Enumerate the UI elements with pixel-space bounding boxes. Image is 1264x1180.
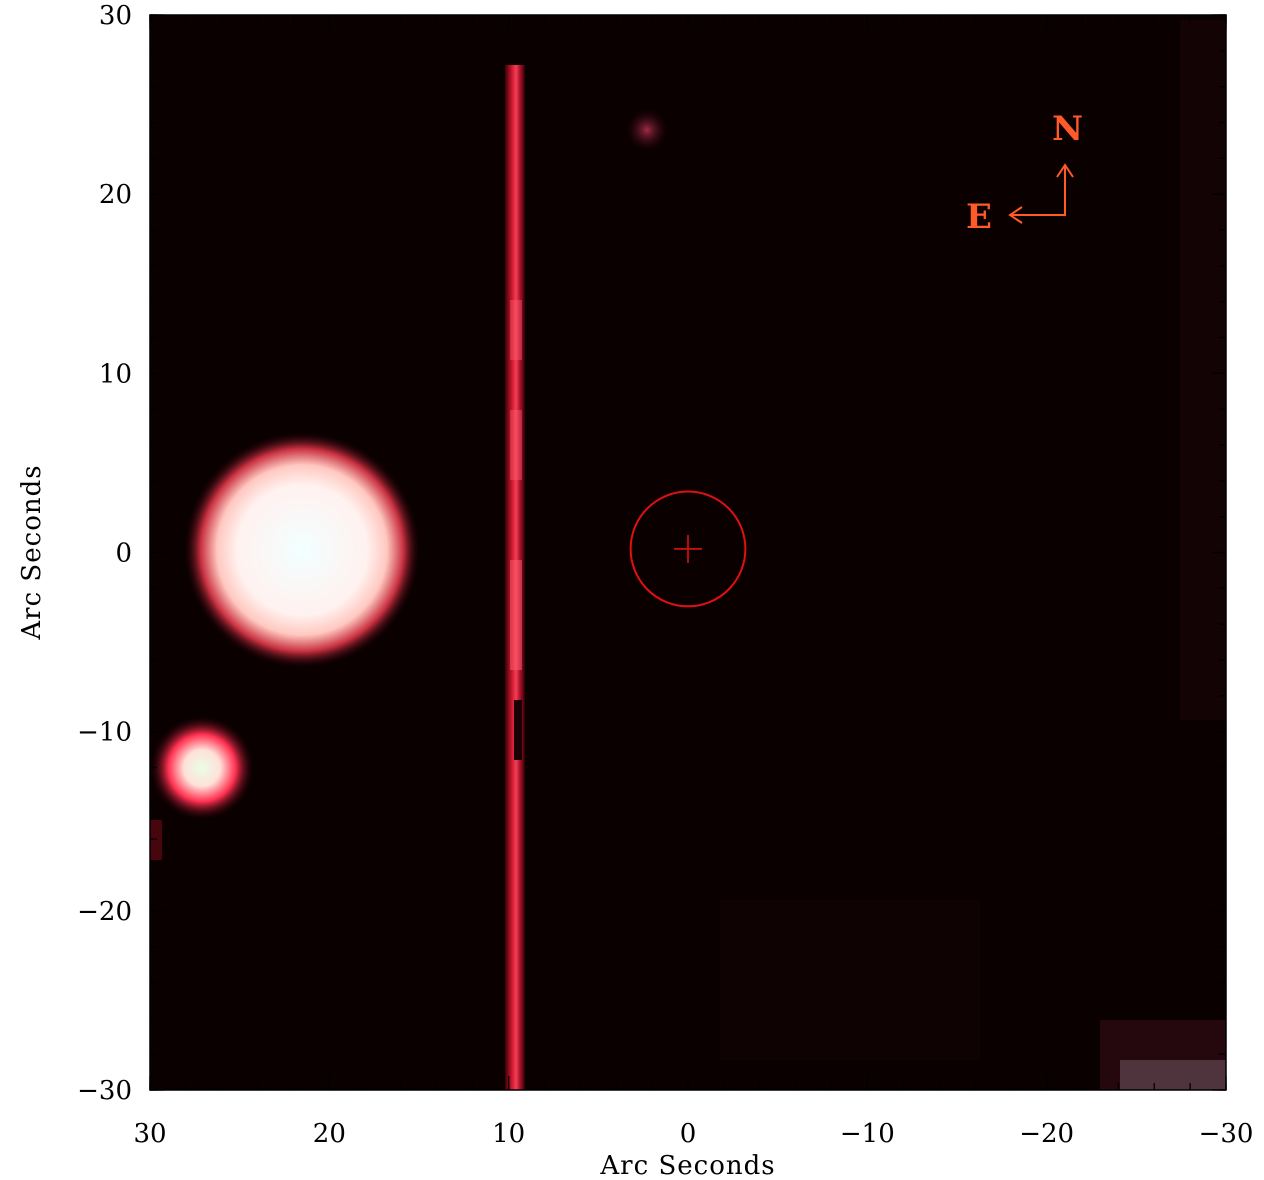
- background-noise: [150, 20, 1226, 1090]
- secondary-star: [150, 716, 254, 820]
- x-axis-title: Arc Seconds: [599, 1151, 775, 1180]
- east-label: E: [966, 197, 992, 237]
- x-tick-label: 10: [492, 1119, 525, 1149]
- y-tick-label: 10: [99, 359, 132, 389]
- bright-star: [184, 432, 420, 668]
- faint-source: [625, 108, 669, 152]
- y-tick-label: −10: [77, 718, 132, 748]
- y-tick-label: 0: [115, 539, 132, 569]
- y-tick-label: −30: [77, 1076, 132, 1106]
- x-tick-label: −30: [1199, 1119, 1254, 1149]
- target-circle: [629, 490, 747, 608]
- bleed-streak: [505, 65, 525, 1090]
- y-tick-label: −20: [77, 897, 132, 927]
- east-arrowhead: [1008, 206, 1023, 224]
- x-tick-label: −20: [1019, 1119, 1074, 1149]
- x-tick-label: 20: [313, 1119, 346, 1149]
- image-panel: [150, 15, 1226, 1090]
- north-label: N: [1052, 109, 1083, 149]
- axis-ticks: [149, 14, 1227, 1091]
- y-tick-label: 20: [99, 180, 132, 210]
- target-marker: [629, 490, 747, 608]
- x-tick-label: −10: [840, 1119, 895, 1149]
- compass-rose: N E: [966, 109, 1083, 237]
- x-tick-label: 30: [133, 1119, 166, 1149]
- compass-arrows: [1010, 165, 1066, 216]
- y-tick-label: 30: [99, 1, 132, 31]
- y-axis-title: Arc Seconds: [17, 464, 47, 640]
- x-tick-label: 0: [680, 1119, 697, 1149]
- north-arrowhead: [1056, 163, 1074, 178]
